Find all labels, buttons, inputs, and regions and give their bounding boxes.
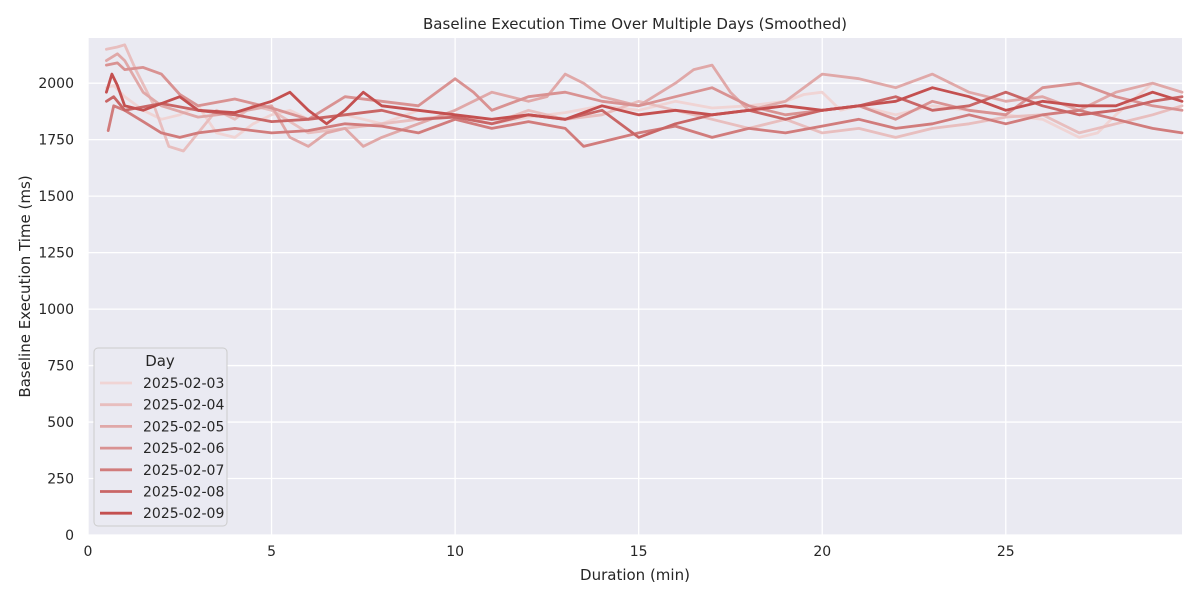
y-tick-label: 1750 — [38, 133, 74, 149]
x-tick-label: 20 — [813, 544, 831, 560]
y-tick-label: 0 — [65, 528, 74, 544]
series-line-2025-02-08 — [105, 90, 1184, 139]
series-line-2025-02-07 — [106, 104, 1184, 148]
series-line-2025-02-06 — [105, 61, 1184, 121]
legend-title: Day — [145, 352, 175, 370]
y-tick-label: 250 — [47, 472, 74, 488]
legend: Day 2025-02-03 2025-02-04 2025-02-05 2025-0… — [93, 347, 228, 527]
series-line-2025-02-09 — [105, 72, 1184, 126]
legend-item-label: 2025-02-08 — [143, 485, 224, 501]
x-tick-label: 10 — [446, 544, 464, 560]
x-tick-label: 25 — [997, 544, 1015, 560]
x-tick-label: 5 — [267, 544, 276, 560]
y-axis-label: Baseline Execution Time (ms) — [16, 175, 34, 397]
y-tick-label: 1250 — [38, 246, 74, 262]
chart-title: Baseline Execution Time Over Multiple Da… — [423, 15, 847, 33]
series-line-2025-02-05 — [105, 52, 1184, 148]
x-tick-label: 15 — [630, 544, 648, 560]
y-tick-label: 2000 — [38, 76, 74, 92]
legend-item-label: 2025-02-04 — [143, 398, 224, 414]
y-tick-label: 500 — [47, 415, 74, 431]
series-line-2025-02-04 — [105, 43, 1184, 153]
legend-item-label: 2025-02-03 — [143, 376, 224, 392]
x-axis-label: Duration (min) — [580, 566, 690, 584]
x-tick-label: 0 — [84, 544, 93, 560]
legend-item-label: 2025-02-06 — [143, 441, 224, 457]
y-tick-label: 750 — [47, 359, 74, 375]
legend-item-label: 2025-02-05 — [143, 419, 224, 435]
legend-box — [93, 347, 228, 527]
legend-item-label: 2025-02-07 — [143, 463, 224, 479]
legend-item-label: 2025-02-09 — [143, 506, 224, 522]
y-tick-label: 1500 — [38, 189, 74, 205]
series-lines — [105, 43, 1184, 153]
grid-lines — [87, 38, 1182, 536]
y-tick-label: 1000 — [38, 302, 74, 318]
